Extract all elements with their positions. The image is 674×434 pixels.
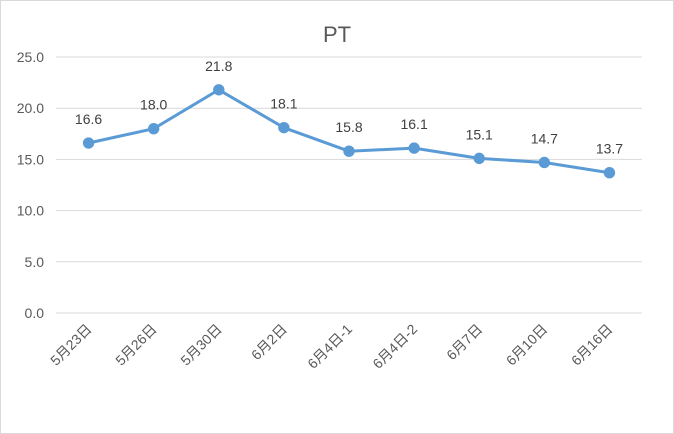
y-tick-label: 20.0 [17, 100, 44, 116]
x-tick-label: 6月7日 [443, 321, 485, 363]
data-label: 13.7 [596, 141, 623, 157]
grid-lines [56, 56, 642, 314]
data-label: 21.8 [205, 58, 232, 74]
y-tick-label: 0.0 [25, 305, 45, 321]
x-tick-label: 5月30日 [177, 321, 225, 369]
x-tick-label: 5月26日 [112, 321, 160, 369]
data-label: 18.1 [270, 96, 297, 112]
x-tick-label: 5月23日 [47, 321, 95, 369]
data-label: 18.0 [140, 97, 167, 113]
data-label: 16.6 [75, 111, 102, 127]
x-tick-label: 6月2日 [248, 321, 290, 363]
data-label: 16.1 [400, 116, 427, 132]
x-tick-label: 6月16日 [568, 321, 616, 369]
data-label: 15.8 [335, 119, 362, 135]
y-tick-label: 25.0 [17, 49, 44, 65]
data-labels: 16.6 18.0 21.8 18.1 15.8 16.1 15.1 14.7 13.7 [75, 58, 623, 157]
y-tick-label: 5.0 [25, 254, 45, 270]
y-tick-label: 15.0 [17, 151, 44, 167]
data-point [147, 122, 160, 135]
data-point [538, 156, 551, 169]
x-axis-labels: 5月23日 5月26日 5月30日 6月2日 6月4日-1 6月4日-2 6月7日 6月10日… [47, 321, 616, 372]
x-tick-label: 6月10日 [503, 321, 551, 369]
x-tick-label: 6月4日-2 [369, 321, 420, 372]
series-layer [82, 84, 616, 179]
data-point [343, 145, 355, 157]
data-point [278, 121, 290, 134]
data-point [213, 84, 225, 96]
data-point [603, 167, 616, 179]
x-tick-label: 6月4日-1 [304, 321, 355, 372]
y-tick-label: 10.0 [17, 203, 44, 219]
chart-title: PT [323, 22, 351, 47]
data-point [408, 142, 420, 154]
data-point [82, 137, 95, 149]
data-label: 15.1 [466, 126, 493, 142]
data-label: 14.7 [531, 130, 558, 146]
y-axis-ticks: 0.0 5.0 10.0 15.0 20.0 25.0 [17, 49, 44, 321]
data-point [473, 152, 485, 165]
